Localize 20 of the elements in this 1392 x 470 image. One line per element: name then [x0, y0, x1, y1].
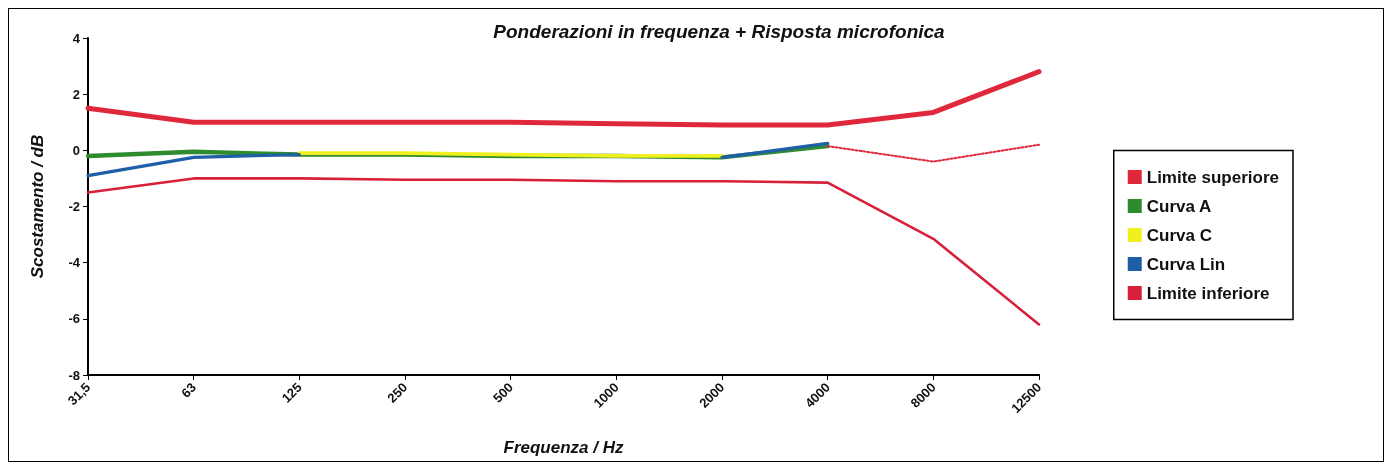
x-tick-label: 250: [384, 379, 411, 406]
y-axis-title: Scostamento / dB: [28, 134, 47, 279]
y-tick-label: 0: [72, 142, 80, 158]
x-axis-title: Frequenza / Hz: [503, 438, 624, 457]
y-tick-label: -6: [68, 311, 80, 327]
legend-label: Curva Lin: [1146, 254, 1226, 274]
y-tick-label: 4: [72, 30, 81, 46]
legend-label: Limite inferiore: [1146, 283, 1270, 303]
y-tick-label: -4: [68, 255, 81, 271]
chart-title: Ponderazioni in frequenza + Risposta microfonica: [493, 21, 946, 42]
y-tick-label: -2: [68, 199, 80, 214]
legend-label: Curva C: [1146, 225, 1212, 245]
legend-label: Curva A: [1146, 196, 1212, 216]
x-tick-label: 500: [490, 379, 516, 406]
y-tick-label: -8: [68, 367, 80, 383]
x-tick-label: 125: [278, 379, 305, 406]
legend-label: Limite superiore: [1146, 167, 1280, 187]
line-series: [86, 177, 1041, 326]
x-tick-label: 63: [178, 379, 199, 401]
y-tick-label: 2: [72, 86, 80, 102]
